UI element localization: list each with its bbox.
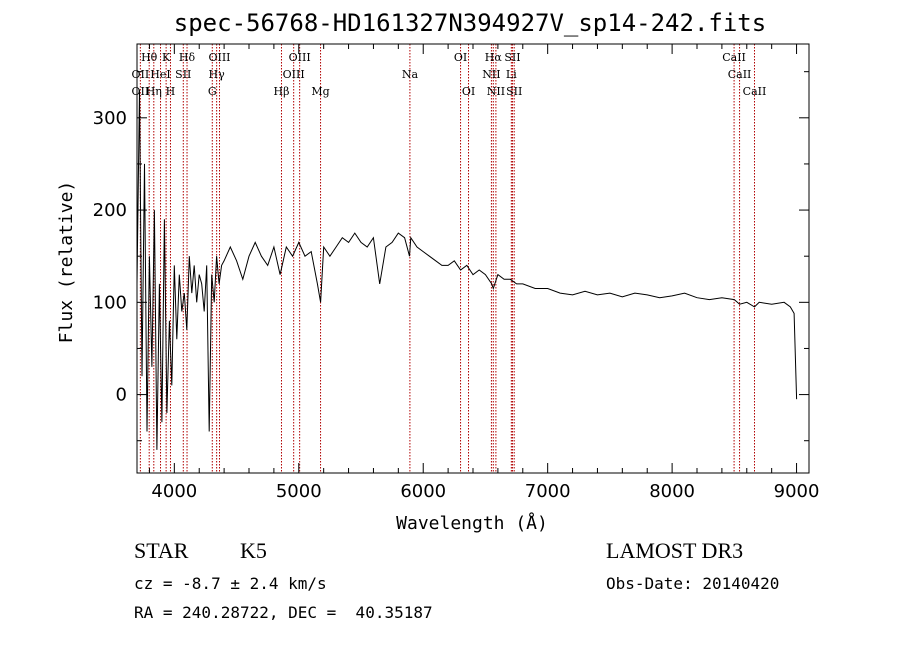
observation-date: Obs-Date: 20140420: [606, 574, 780, 593]
line-label: OI: [462, 85, 475, 98]
line-label: CaII: [743, 85, 767, 98]
object-subclass: K5: [240, 538, 267, 563]
y-tick-label: 200: [93, 200, 127, 221]
spectrum-series: [136, 90, 798, 450]
line-label: CaII: [728, 68, 752, 81]
line-label: Hγ: [209, 68, 226, 81]
line-label: SII: [506, 85, 522, 98]
object-class: STAR: [134, 538, 189, 563]
chart-title: spec-56768-HD161327N394927V_sp14-242.fit…: [174, 9, 766, 37]
y-axis: 0 100 200 300: [93, 71, 809, 442]
line-label: Mg: [311, 85, 329, 98]
line-label: OI: [454, 51, 467, 64]
line-label: NII: [487, 85, 505, 98]
line-label: K: [162, 51, 171, 64]
line-label: Hα: [485, 51, 503, 64]
line-label: SII: [504, 51, 520, 64]
x-tick-label: 7000: [525, 481, 571, 502]
y-tick-label: 0: [116, 385, 127, 406]
line-label: G: [208, 85, 217, 98]
redshift-readout: cz = -8.7 ± 2.4 km/s: [134, 574, 327, 593]
spectral-marker-lines: [139, 44, 755, 473]
x-tick-label: 5000: [276, 481, 322, 502]
line-label: Hδ: [179, 51, 196, 64]
line-label: OII: [132, 85, 150, 98]
x-tick-label: 8000: [649, 481, 695, 502]
y-tick-label: 300: [93, 108, 127, 129]
coordinates: RA = 240.28722, DEC = 40.35187: [134, 603, 433, 622]
line-label: Hθ: [141, 51, 158, 64]
line-label: Hη: [146, 85, 162, 98]
line-label: Hβ: [274, 85, 290, 98]
plot-frame: [136, 43, 810, 474]
line-label: H: [166, 85, 176, 98]
line-label: OIII: [283, 68, 305, 81]
x-axis: 4000 5000 6000 7000 8000 9000: [148, 44, 820, 502]
line-label: NII: [482, 68, 500, 81]
x-axis-label: Wavelength (Å): [396, 512, 548, 534]
x-tick-label: 4000: [151, 481, 197, 502]
line-label: OIII: [208, 51, 230, 64]
line-label: OIII: [289, 51, 311, 64]
line-label: Na: [402, 68, 419, 81]
line-label: CaII: [722, 51, 746, 64]
y-axis-label: Flux (relative): [56, 181, 77, 344]
spectrum-line: [136, 90, 798, 450]
line-label: Li: [506, 68, 517, 81]
line-label: HeI: [150, 68, 170, 81]
y-tick-label: 100: [93, 292, 127, 313]
line-label: OII: [132, 68, 150, 81]
line-label: SII: [175, 68, 191, 81]
x-tick-label: 6000: [400, 481, 446, 502]
survey-name: LAMOST DR3: [606, 538, 744, 563]
x-tick-label: 9000: [774, 481, 820, 502]
